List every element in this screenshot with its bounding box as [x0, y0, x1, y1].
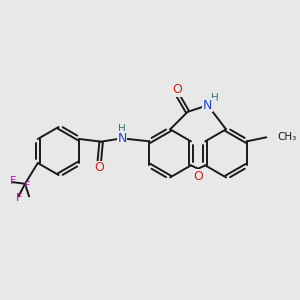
Text: N: N — [203, 99, 212, 112]
Text: H: H — [118, 124, 126, 134]
Text: F: F — [24, 182, 30, 191]
Text: N: N — [117, 132, 127, 145]
Text: F: F — [10, 176, 16, 186]
Text: O: O — [193, 170, 203, 183]
Text: CH₃: CH₃ — [277, 132, 296, 142]
Text: F: F — [16, 193, 22, 203]
Text: O: O — [172, 83, 182, 96]
Text: H: H — [211, 93, 219, 103]
Text: O: O — [94, 161, 104, 174]
